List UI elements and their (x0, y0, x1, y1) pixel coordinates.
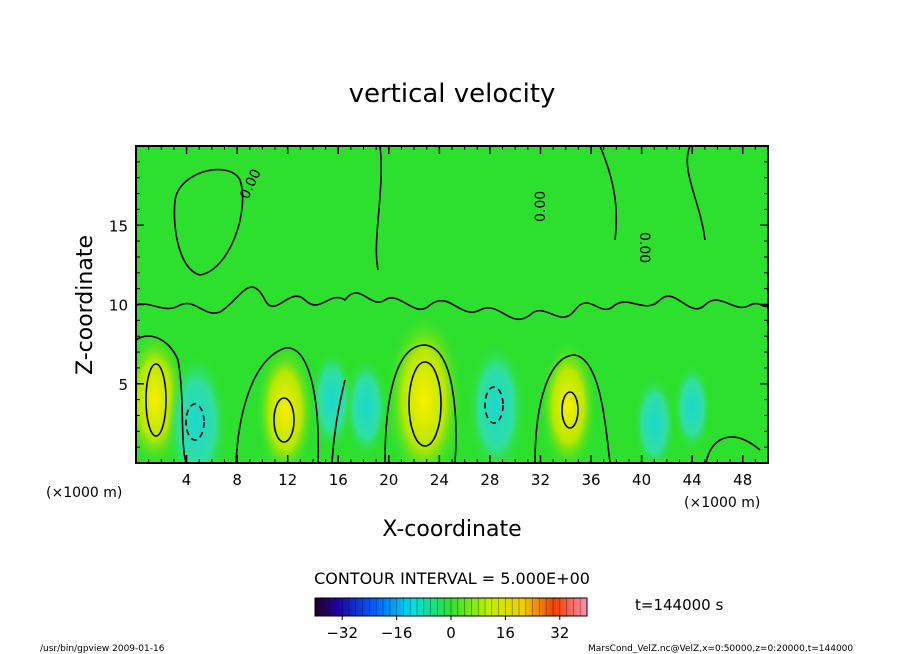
x-tick-label-0: 4 (182, 471, 192, 489)
heatmap-cell-3 (310, 349, 354, 450)
x-tick-label-7: 32 (531, 471, 550, 489)
contour-neg-2 (484, 386, 504, 424)
heatmap-cell-8 (633, 375, 675, 463)
contour-left (136, 335, 187, 463)
time-label: t=144000 s (635, 596, 723, 614)
y-tick-label-0: 5 (118, 376, 128, 394)
plot-area (135, 145, 769, 464)
x-unit-right: (×1000 m) (684, 495, 760, 511)
heatmap-cell-2 (255, 342, 315, 463)
heatmap-cell-1 (166, 353, 227, 463)
colorbar: −32 −16 0 16 32 (314, 597, 588, 642)
x-tick-label-2: 12 (278, 471, 297, 489)
zero-contour-3 (686, 146, 706, 241)
contour-lines (136, 146, 768, 463)
zero-contour-2 (599, 146, 618, 241)
x-tick-label-3: 16 (329, 471, 348, 489)
zero-contour-1 (375, 146, 382, 271)
x-tick-marks (148, 146, 756, 463)
zero-contour-upper (136, 286, 768, 321)
x-tick-label-5: 24 (430, 471, 449, 489)
contour-mid-2 (331, 379, 346, 463)
heatmap-cell-6 (467, 341, 525, 463)
contour-peak-2 (273, 397, 295, 443)
x-tick-label-11: 48 (733, 471, 752, 489)
contour-right (705, 436, 761, 463)
y-tick-label-2: 15 (109, 217, 128, 235)
heatmap-cells (136, 311, 711, 463)
chart-title: vertical velocity (349, 79, 556, 109)
y-axis-label: Z-coordinate (73, 235, 98, 375)
x-tick-label-4: 20 (379, 471, 398, 489)
heatmap-cell-9 (673, 363, 711, 452)
footer-left: /usr/bin/gpview 2009-01-16 (40, 644, 165, 654)
x-tick-label-8: 36 (581, 471, 600, 489)
y-tick-labels: 5 10 15 (109, 217, 128, 394)
colorbar-tick-label-1: −16 (381, 624, 413, 642)
x-tick-label-6: 28 (480, 471, 499, 489)
contour-label-3: 0.00 (636, 232, 652, 263)
x-axis-label: X-coordinate (382, 517, 521, 542)
footer-right: MarsCond_VelZ.nc@VelZ,x=0:50000,z=0:2000… (588, 644, 853, 654)
contour-neg-1 (185, 403, 205, 441)
x-tick-label-9: 40 (632, 471, 651, 489)
contour-peak-4 (561, 391, 579, 429)
heatmap-cell-4 (344, 357, 388, 458)
zero-contour-loop (173, 168, 244, 276)
contour-mid-4 (534, 354, 611, 463)
x-tick-label-10: 44 (683, 471, 702, 489)
contour-peak-1 (145, 363, 167, 437)
contour-label-2: 0.00 (533, 191, 549, 222)
colorbar-stripes (321, 598, 581, 616)
heatmap-cell-5 (385, 311, 463, 463)
contour-mid-3 (384, 344, 457, 463)
y-tick-label-1: 10 (109, 297, 128, 315)
x-tick-labels: 4 8 12 16 20 24 28 32 36 40 44 48 (182, 471, 752, 489)
contour-peak-3 (408, 361, 442, 447)
heatmap-cell-7 (539, 339, 597, 463)
x-unit-left: (×1000 m) (46, 485, 122, 501)
colorbar-tick-label-2: 0 (446, 624, 456, 642)
colorbar-ticks: −32 −16 0 16 32 (326, 616, 569, 642)
y-tick-marks (136, 161, 768, 448)
colorbar-tick-label-0: −32 (326, 624, 358, 642)
colorbar-tick-label-3: 16 (496, 624, 515, 642)
contour-mid-1 (235, 347, 320, 463)
contour-interval-label: CONTOUR INTERVAL = 5.000E+00 (314, 569, 590, 588)
x-tick-label-1: 8 (232, 471, 242, 489)
colorbar-tick-label-4: 32 (550, 624, 569, 642)
